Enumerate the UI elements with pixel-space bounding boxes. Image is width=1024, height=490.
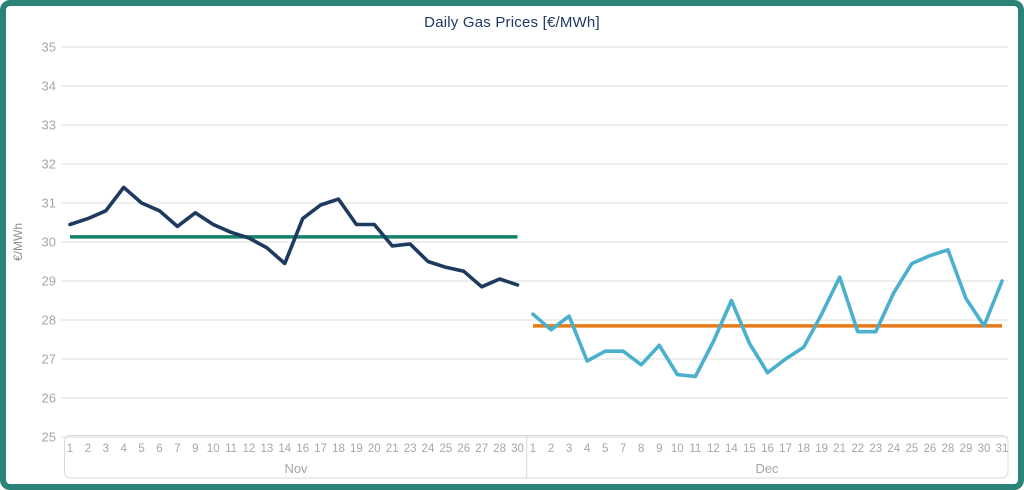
day-label: 4 (120, 443, 127, 455)
day-label: 18 (797, 443, 810, 455)
x-axis-day-labels-dec: 1 2 3 4 5 7 8 9 10 11 12 14 15 16 17 18 19 21 22 23 24 25 26 28… (530, 443, 1009, 455)
y-tick-label: 27 (42, 352, 56, 367)
day-label: 23 (869, 443, 882, 455)
day-label: 23 (404, 443, 417, 455)
day-label: 25 (905, 443, 918, 455)
month-label-dec: Dec (755, 461, 779, 476)
day-label: 3 (103, 443, 109, 455)
day-label: 11 (225, 443, 237, 455)
x-axis-label-box (64, 435, 1009, 479)
y-tick-label: 34 (42, 79, 56, 94)
day-label: 30 (978, 443, 991, 455)
y-axis-tick-labels: 35 34 33 32 31 30 29 28 27 26 25 (42, 40, 56, 445)
nov-price-line (68, 185, 520, 289)
day-label: 24 (887, 443, 900, 455)
day-label: 16 (761, 443, 774, 455)
y-axis-title: €/MWh (11, 223, 25, 261)
day-label: 1 (530, 443, 536, 455)
day-label: 12 (707, 443, 720, 455)
day-label: 2 (548, 443, 554, 455)
y-tick-label: 32 (42, 157, 56, 172)
chart-title: Daily Gas Prices [€/MWh] (424, 14, 600, 31)
day-label: 5 (138, 443, 144, 455)
y-tick-label: 29 (42, 274, 56, 289)
day-label: 21 (833, 443, 846, 455)
day-label: 5 (602, 443, 608, 455)
day-label: 13 (261, 443, 274, 455)
y-tick-label: 28 (42, 313, 56, 328)
day-label: 14 (278, 443, 291, 455)
day-label: 2 (85, 443, 91, 455)
day-label: 19 (350, 443, 363, 455)
month-label-nov: Nov (284, 461, 308, 476)
day-label: 3 (566, 443, 572, 455)
day-label: 4 (584, 443, 591, 455)
day-label: 6 (156, 443, 162, 455)
day-label: 28 (493, 443, 506, 455)
y-tick-label: 25 (42, 430, 56, 445)
y-tick-label: 33 (42, 118, 56, 133)
day-label: 7 (174, 443, 180, 455)
y-tick-label: 31 (42, 196, 56, 211)
day-label: 25 (440, 443, 453, 455)
day-label: 29 (960, 443, 973, 455)
day-label: 27 (475, 443, 488, 455)
dec-price-line (531, 248, 1004, 379)
day-label: 8 (638, 443, 644, 455)
day-label: 22 (851, 443, 864, 455)
day-label: 11 (689, 443, 701, 455)
day-label: 26 (457, 443, 470, 455)
day-label: 12 (243, 443, 256, 455)
day-label: 26 (923, 443, 936, 455)
x-axis-day-labels-nov: 1 2 3 4 5 6 7 9 10 11 12 13 14 16 17 18 19 20 21 23 24 25 26 27… (67, 443, 524, 455)
day-label: 17 (779, 443, 792, 455)
day-label: 10 (207, 443, 220, 455)
day-label: 9 (656, 443, 662, 455)
y-tick-label: 26 (42, 391, 56, 406)
y-gridlines (61, 46, 1008, 438)
day-label: 28 (942, 443, 955, 455)
day-label: 15 (743, 443, 756, 455)
day-label: 17 (314, 443, 327, 455)
day-label: 20 (368, 443, 381, 455)
day-label: 21 (386, 443, 399, 455)
day-label: 30 (511, 443, 524, 455)
day-label: 7 (620, 443, 626, 455)
day-label: 24 (422, 443, 435, 455)
day-label: 18 (332, 443, 345, 455)
day-label: 19 (815, 443, 828, 455)
y-tick-label: 35 (42, 40, 56, 55)
day-label: 16 (296, 443, 309, 455)
day-label: 10 (671, 443, 684, 455)
day-label: 31 (996, 443, 1009, 455)
day-label: 1 (67, 443, 73, 455)
day-label: 9 (192, 443, 198, 455)
day-label: 14 (725, 443, 738, 455)
y-tick-label: 30 (42, 235, 56, 250)
